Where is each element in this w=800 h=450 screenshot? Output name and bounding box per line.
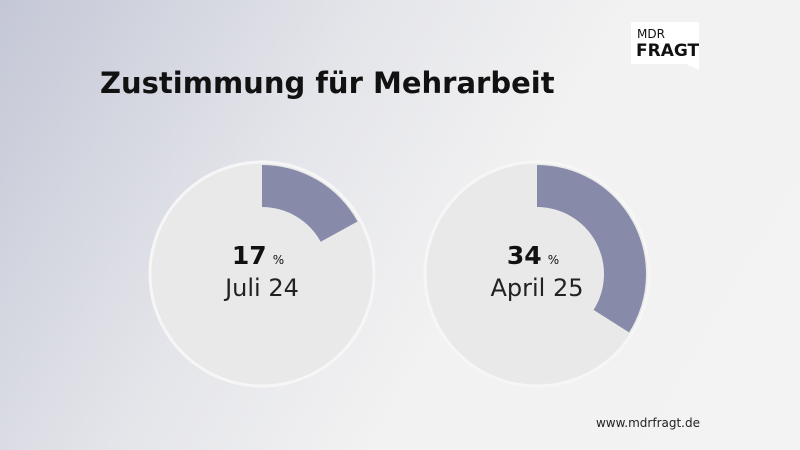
category-label: Juli 24 [223,274,299,302]
logo-tail [686,64,699,70]
donut-segment [262,165,358,242]
logo-line1: MDR [637,27,665,41]
title: Zustimmung für Mehrarbeit [100,66,555,100]
value-label: 17% [232,241,284,270]
value: 34 [507,241,542,270]
donut-segment [537,165,646,333]
footer: www.mdrfragt.de [596,416,700,430]
unit: % [548,253,559,267]
value: 17 [232,241,267,270]
category-label: April 25 [490,274,583,302]
logo-line2: FRAGT [636,41,700,61]
logo-box [631,22,699,64]
value-label: 34% [507,241,559,270]
unit: % [273,253,284,267]
